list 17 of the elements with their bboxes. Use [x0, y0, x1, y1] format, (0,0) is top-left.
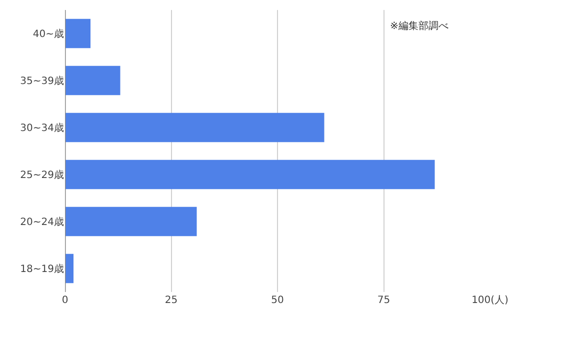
bar: [65, 112, 324, 142]
x-tick-label: 50: [271, 295, 284, 306]
bar: [65, 18, 90, 48]
y-tick-label: 35~39歳: [20, 75, 64, 87]
y-tick-label: 30~34歳: [20, 122, 64, 134]
x-tick-label: 25: [164, 295, 178, 306]
y-tick-label: 18~19歳: [20, 263, 64, 275]
y-tick-label: 40~歳: [32, 28, 64, 40]
x-tick-label: 75: [377, 295, 390, 306]
bar: [65, 160, 435, 190]
bar: [65, 66, 120, 96]
x-tick-label: 100(人): [472, 295, 509, 306]
x-tick-label: 0: [62, 295, 68, 306]
y-tick-label: 25~29歳: [20, 169, 64, 181]
annotation: ※編集部調べ: [390, 20, 448, 32]
y-tick-label: 20~24歳: [20, 216, 64, 228]
bar: [65, 206, 197, 236]
